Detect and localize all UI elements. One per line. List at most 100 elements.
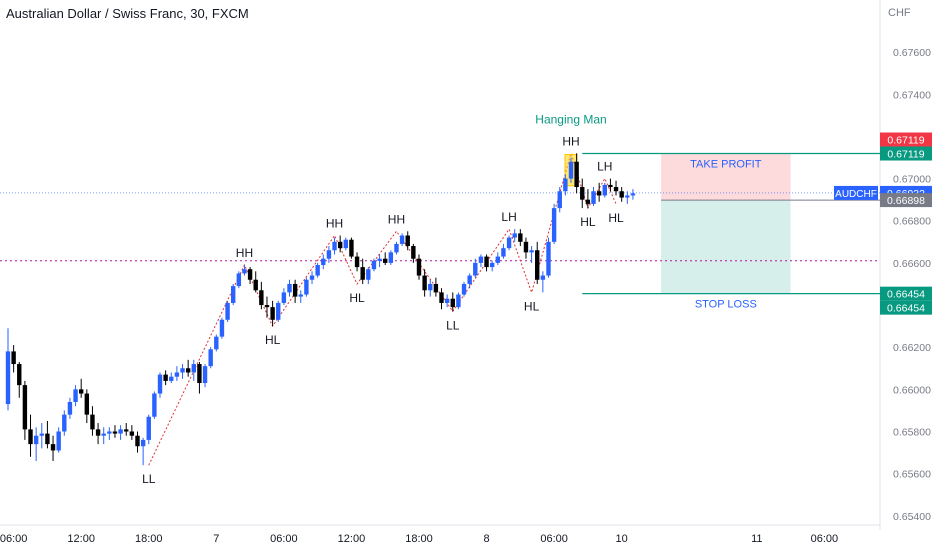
candle-body: [174, 372, 180, 377]
swing-label: LL: [446, 318, 460, 332]
candle-body: [366, 269, 371, 280]
candle-body: [124, 429, 129, 432]
candle-body: [270, 307, 275, 320]
candle-body: [67, 401, 73, 415]
y-tick-label: 0.67000: [893, 174, 931, 186]
swing-label: LH: [501, 210, 516, 224]
candle-body: [574, 161, 579, 188]
candle-body: [360, 267, 365, 280]
candle-body: [506, 237, 512, 249]
candle-body: [383, 258, 388, 263]
candle-body: [135, 435, 140, 447]
candle-body: [371, 260, 377, 270]
candle-body: [501, 248, 506, 257]
candle-body: [298, 294, 303, 297]
candle-body: [557, 191, 562, 209]
x-tick-label: 12:00: [338, 533, 366, 545]
candle-body: [56, 431, 61, 451]
candle-body: [101, 433, 106, 436]
candle-body: [354, 256, 360, 268]
candle-body: [129, 431, 135, 436]
candle-body: [523, 241, 529, 253]
candle-body: [608, 184, 613, 188]
candle-body: [84, 393, 90, 415]
candle-body: [439, 292, 444, 303]
swing-label: LL: [142, 472, 156, 486]
candle-body: [22, 385, 28, 430]
price-badge: [880, 286, 932, 301]
candle-body: [39, 433, 44, 436]
swing-label: HL: [349, 291, 365, 305]
candle-body: [247, 269, 253, 280]
candle-body: [242, 269, 247, 274]
candle-body: [625, 195, 630, 198]
stop-loss-zone: [661, 200, 791, 294]
candle-body: [73, 389, 78, 402]
candle-body: [236, 273, 242, 287]
take-profit-zone: [661, 153, 791, 201]
candle-body: [602, 184, 607, 196]
candle-body: [163, 374, 168, 381]
x-tick-label: 06:00: [270, 533, 298, 545]
candle-body: [197, 364, 202, 384]
swing-label: HL: [265, 333, 281, 347]
candle-body: [456, 294, 461, 308]
candle-body: [377, 258, 382, 261]
candle-body: [596, 191, 602, 196]
symbol-badge-text: AUDCHF: [835, 189, 877, 200]
candle-body: [11, 351, 16, 365]
x-tick-label: 18:00: [135, 533, 163, 545]
swing-label: HL: [524, 299, 540, 313]
candle-body: [281, 292, 287, 303]
swing-label: HH: [236, 246, 253, 260]
candle-body: [180, 368, 185, 373]
candle-body: [613, 187, 619, 192]
candle-body: [467, 275, 472, 284]
candle-body: [33, 435, 39, 445]
candle-body: [152, 393, 157, 417]
candle-body: [416, 258, 422, 276]
price-badge: [880, 146, 932, 161]
candle-body: [450, 298, 455, 308]
candle-body: [512, 233, 517, 238]
candle-body: [253, 279, 258, 291]
swing-zigzag: [148, 151, 617, 466]
candle-body: [112, 431, 118, 434]
y-tick-label: 0.67600: [893, 47, 931, 59]
candle-body: [28, 429, 33, 445]
y-tick-label: 0.66800: [893, 216, 931, 228]
candle-body: [185, 368, 191, 373]
x-tick-label: 8: [483, 533, 489, 545]
x-tick-label: 06:00: [0, 533, 27, 545]
pattern-label: Hanging Man: [535, 113, 606, 127]
candle-body: [315, 265, 320, 276]
candle-body: [495, 256, 501, 263]
swing-label: HL: [580, 215, 596, 229]
candle-body: [343, 239, 348, 249]
candle-body: [95, 429, 101, 436]
candle-body: [478, 256, 484, 263]
candle-body: [484, 256, 489, 268]
currency-label: CHF: [888, 7, 911, 19]
candle-body: [157, 374, 163, 394]
y-tick-label: 0.65800: [893, 426, 931, 438]
candle-body: [568, 161, 574, 179]
candle-body: [563, 178, 568, 192]
candle-body: [388, 252, 394, 263]
chart-title: Australian Dollar / Swiss Franc, 30, FXC…: [6, 6, 249, 21]
candle-body: [619, 191, 624, 198]
candle-body: [309, 275, 315, 280]
x-tick-label: 10: [616, 533, 628, 545]
candle-body: [585, 199, 591, 204]
candle-body: [191, 364, 196, 373]
candle-body: [428, 283, 433, 291]
price-badge-text: 0.66898: [887, 195, 925, 207]
symbol-badge: [834, 185, 878, 200]
y-tick-label: 0.66200: [893, 342, 931, 354]
y-tick-label: 0.67400: [893, 89, 931, 101]
swing-label: LH: [597, 160, 612, 174]
candle-body: [219, 319, 225, 337]
candle-body: [45, 433, 50, 445]
price-badge: [880, 300, 932, 315]
